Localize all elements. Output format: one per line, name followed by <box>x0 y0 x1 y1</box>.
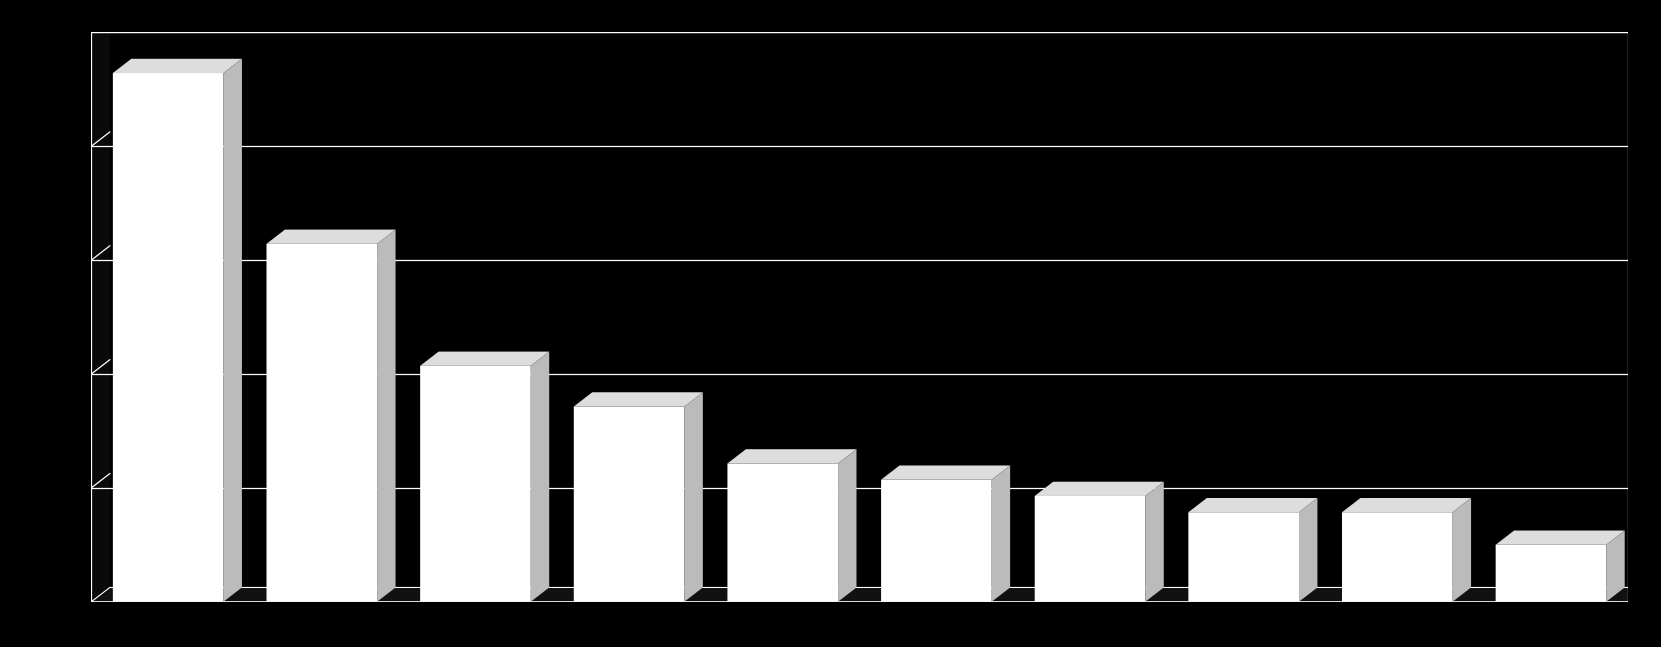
Polygon shape <box>113 59 243 73</box>
Polygon shape <box>91 18 110 602</box>
Polygon shape <box>728 449 857 463</box>
FancyBboxPatch shape <box>266 244 377 602</box>
Polygon shape <box>377 230 395 602</box>
Polygon shape <box>1035 482 1164 496</box>
Polygon shape <box>1146 482 1164 602</box>
Polygon shape <box>1453 498 1472 602</box>
FancyBboxPatch shape <box>1495 545 1606 602</box>
Polygon shape <box>1495 531 1624 545</box>
Polygon shape <box>684 392 703 602</box>
Polygon shape <box>1342 498 1472 512</box>
FancyBboxPatch shape <box>113 73 224 602</box>
FancyBboxPatch shape <box>573 406 684 602</box>
Polygon shape <box>1299 498 1317 602</box>
Polygon shape <box>91 587 1646 602</box>
Polygon shape <box>573 392 703 406</box>
Polygon shape <box>839 449 857 602</box>
Polygon shape <box>1188 498 1317 512</box>
FancyBboxPatch shape <box>1188 512 1299 602</box>
Polygon shape <box>1606 531 1624 602</box>
Polygon shape <box>880 465 1010 479</box>
Polygon shape <box>532 351 550 602</box>
Polygon shape <box>420 351 550 366</box>
FancyBboxPatch shape <box>1342 512 1453 602</box>
FancyBboxPatch shape <box>728 463 839 602</box>
FancyBboxPatch shape <box>420 366 532 602</box>
Polygon shape <box>992 465 1010 602</box>
FancyBboxPatch shape <box>880 479 992 602</box>
Polygon shape <box>224 59 243 602</box>
Polygon shape <box>266 230 395 244</box>
FancyBboxPatch shape <box>1035 496 1146 602</box>
